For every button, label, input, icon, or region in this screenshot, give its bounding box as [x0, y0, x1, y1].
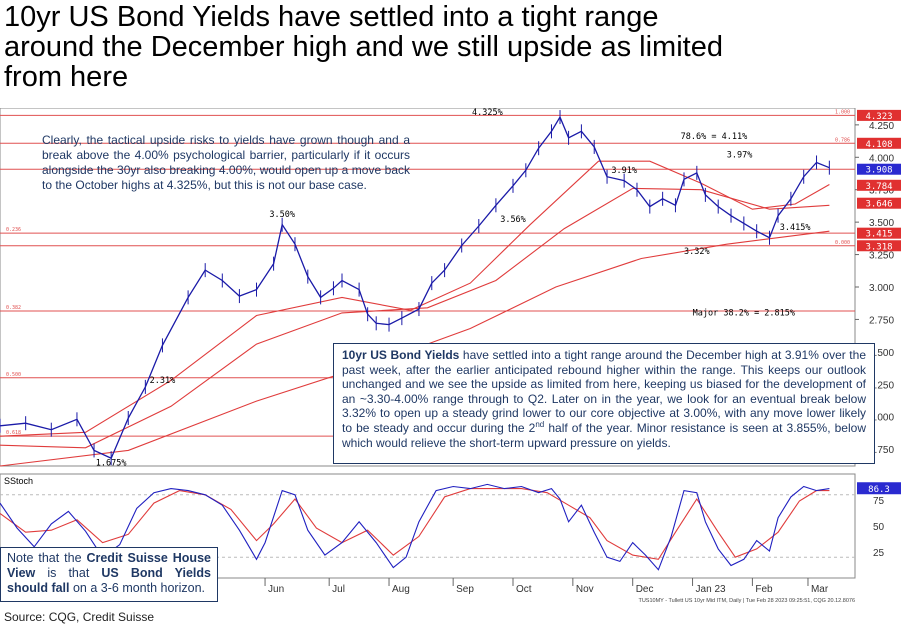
- retracement-label-1: 0.786: [835, 137, 850, 143]
- y-tick-label-6: 2.750: [869, 315, 894, 326]
- stoch-d-line: [0, 488, 830, 560]
- stoch-current-tag-label: 86.3: [868, 485, 890, 495]
- retracement-label-2: 0.236: [6, 227, 21, 233]
- retracement-label-3: 0.382: [6, 305, 21, 311]
- y-tick-label-3: 3.500: [869, 218, 894, 229]
- axis-tag-4: [857, 197, 901, 209]
- note-text-1: Note that the: [7, 551, 87, 565]
- chart-annotation-5: 3.50%: [269, 210, 295, 220]
- x-tick-label-7: Jan 23: [696, 584, 726, 595]
- chart-annotation-2: 3.97%: [727, 150, 753, 160]
- house-view-note: Note that the Credit Suisse House View i…: [0, 547, 218, 602]
- x-tick-label-5: Nov: [576, 584, 594, 595]
- axis-tag-2: [857, 163, 901, 175]
- chart-annotation-3: 3.91%: [611, 166, 637, 176]
- moving-average-2: [0, 230, 830, 467]
- chart-annotation-4: 3.56%: [500, 215, 526, 225]
- axis-tag-label-0: 4.323: [865, 112, 892, 122]
- chart-annotation-7: 3.32%: [684, 247, 710, 257]
- y-tick-label-8: 2.250: [869, 380, 894, 391]
- chart-annotation-10: 1.675%: [96, 458, 127, 468]
- note-text-3: on a 3-6 month horizon.: [69, 581, 205, 595]
- stoch-tick-label-1: 50: [873, 522, 885, 533]
- analysis-comment-box: 10yr US Bond Yields have settled into a …: [333, 343, 875, 464]
- stoch-label: SStoch: [4, 476, 33, 486]
- stoch-tick-label-2: 25: [873, 548, 885, 559]
- stoch-current-tag: [857, 482, 901, 495]
- comment-bold-lead: 10yr US Bond Yields: [342, 348, 460, 362]
- comment-text-1: have settled into a tight range around t…: [342, 348, 866, 435]
- title-line-1: 10yr US Bond Yields have settled into a …: [4, 1, 659, 33]
- retracement-label-0: 1.000: [835, 109, 850, 115]
- x-tick-label-4: Oct: [516, 584, 532, 595]
- x-tick-label-9: Mar: [811, 584, 829, 595]
- stoch-tick-label-0: 75: [873, 496, 885, 507]
- y-tick-label-4: 3.250: [869, 251, 894, 262]
- chart-title: 10yr US Bond Yields have settled into a …: [4, 2, 900, 92]
- axis-tag-label-2: 3.908: [865, 166, 892, 176]
- note-bold-2: US Bond Yields should fall: [7, 566, 211, 595]
- chart-annotation-1: 78.6% = 4.11%: [681, 132, 748, 142]
- axis-tag-label-1: 4.108: [865, 140, 892, 150]
- note-text-2: is that: [35, 566, 102, 580]
- y-tick-label-1: 4.000: [869, 153, 894, 164]
- axis-tag-1: [857, 137, 901, 149]
- retracement-label-4: 0.500: [6, 372, 21, 378]
- note-bold-1: Credit Suisse House View: [7, 551, 211, 580]
- x-tick-label-0: Jun: [268, 584, 284, 595]
- title-line-3: from here: [4, 61, 129, 93]
- x-tick-label-3: Sep: [456, 584, 474, 595]
- x-tick-label-2: Aug: [392, 584, 410, 595]
- chart-annotation-6: 3.415%: [780, 223, 811, 233]
- x-tick-label-8: Feb: [755, 584, 773, 595]
- y-tick-label-0: 4.250: [869, 121, 894, 132]
- chart-annotation-8: Major 38.2% = 2.815%: [693, 309, 795, 319]
- y-tick-label-10: 1.750: [869, 445, 894, 456]
- tactical-comment: Clearly, the tactical upside risks to yi…: [42, 133, 410, 192]
- stoch-k-line: [0, 483, 830, 571]
- x-axis: Jun Jul Aug Sep Oct Nov Dec Jan 23 Feb Mar TUS10MY…: [264, 578, 855, 604]
- chart-annotation-0: 4.325%: [472, 108, 503, 118]
- axis-tag-6: [857, 240, 901, 252]
- axis-tag-label-4: 3.646: [865, 200, 892, 210]
- instrument-footer: TUS10MY - Tullett US 10yr Mid ITM, Daily…: [638, 598, 855, 604]
- comment-sup: nd: [535, 419, 545, 429]
- retracement-label-6: 0.000: [835, 240, 850, 246]
- axis-tag-label-3: 3.784: [865, 182, 892, 192]
- axis-tag-label-6: 3.318: [865, 242, 892, 252]
- comment-text-2: half of the year. Minor resistance is se…: [342, 420, 866, 450]
- y-tick-label-7: 2.500: [869, 348, 894, 359]
- x-tick-label-6: Dec: [636, 584, 654, 595]
- chart-annotation-9: 2.31%: [150, 376, 176, 386]
- moving-average-1: [0, 187, 830, 449]
- source-note: Source: CQG, Credit Suisse: [4, 610, 155, 624]
- axis-tag-3: [857, 179, 901, 191]
- axis-tag-5: [857, 227, 901, 239]
- title-line-2: around the December high and we still up…: [4, 31, 723, 63]
- x-tick-label-1: Jul: [332, 584, 345, 595]
- moving-average-0: [0, 160, 830, 437]
- stoch-panel-frame: [0, 473, 856, 579]
- y-tick-label-9: 2.000: [869, 413, 894, 424]
- retracement-label-5: 0.618: [6, 430, 21, 436]
- axis-tag-0: [857, 109, 901, 121]
- y-tick-label-5: 3.000: [869, 283, 894, 294]
- y-tick-label-2: 3.750: [869, 186, 894, 197]
- axis-tag-label-5: 3.415: [865, 230, 892, 240]
- stochastic-panel: SStoch 75 50 25 86.3: [0, 473, 901, 579]
